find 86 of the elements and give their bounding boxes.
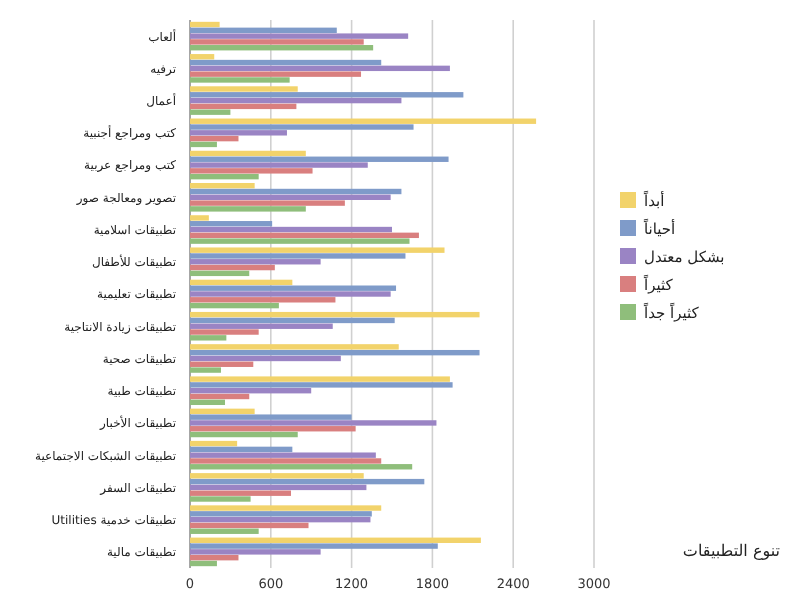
bar bbox=[190, 215, 209, 221]
bar bbox=[190, 141, 217, 148]
bar bbox=[190, 45, 374, 51]
bar bbox=[190, 59, 382, 66]
bar bbox=[190, 496, 251, 502]
bar bbox=[190, 297, 336, 303]
bar bbox=[190, 367, 221, 373]
bar bbox=[190, 446, 293, 453]
bar bbox=[190, 253, 406, 259]
bar bbox=[190, 399, 226, 406]
bar bbox=[190, 355, 341, 362]
bar bbox=[190, 554, 239, 561]
bar bbox=[190, 33, 409, 39]
bar bbox=[190, 206, 306, 212]
bar bbox=[190, 317, 395, 324]
bar bbox=[190, 103, 297, 110]
bar bbox=[190, 194, 391, 200]
bar bbox=[190, 150, 306, 157]
bar bbox=[190, 490, 291, 496]
bar bbox=[190, 549, 321, 555]
bar bbox=[190, 21, 220, 28]
bar bbox=[190, 408, 255, 415]
bar bbox=[190, 182, 255, 189]
bar bbox=[190, 77, 290, 83]
bar bbox=[190, 92, 464, 98]
bar bbox=[190, 473, 364, 479]
bar bbox=[190, 414, 352, 420]
bar bbox=[190, 285, 397, 291]
bar bbox=[190, 311, 480, 318]
bar bbox=[190, 168, 313, 174]
bar bbox=[190, 511, 372, 517]
bar bbox=[190, 376, 450, 382]
bar bbox=[190, 279, 293, 286]
bar bbox=[190, 382, 453, 388]
bar bbox=[190, 344, 399, 350]
bar bbox=[190, 226, 392, 233]
bar bbox=[190, 431, 298, 438]
bar bbox=[190, 270, 250, 277]
bar bbox=[190, 420, 437, 426]
bar bbox=[190, 247, 445, 253]
bar bbox=[190, 232, 419, 239]
bar bbox=[190, 259, 321, 265]
bar bbox=[190, 426, 356, 432]
bar bbox=[190, 39, 364, 45]
bar bbox=[190, 162, 368, 168]
bar bbox=[190, 458, 382, 464]
bar bbox=[190, 130, 287, 136]
bar bbox=[190, 484, 367, 491]
bar bbox=[190, 560, 217, 567]
bar bbox=[190, 86, 298, 92]
bar bbox=[190, 329, 259, 335]
bar bbox=[190, 27, 337, 34]
bar bbox=[190, 291, 391, 297]
bar bbox=[190, 97, 402, 104]
bar bbox=[190, 505, 382, 511]
bar bbox=[190, 528, 259, 534]
bar bbox=[190, 124, 414, 130]
bar bbox=[190, 135, 239, 142]
bar bbox=[190, 522, 309, 529]
bar bbox=[190, 464, 413, 470]
bar bbox=[190, 335, 227, 341]
bar bbox=[190, 302, 279, 309]
bar bbox=[190, 361, 254, 367]
bar bbox=[190, 65, 450, 72]
bar bbox=[190, 349, 480, 356]
bar bbox=[190, 323, 333, 329]
bar bbox=[190, 156, 449, 162]
text: تنوع التطبيقات bbox=[682, 542, 780, 560]
bar bbox=[190, 452, 376, 458]
bar bbox=[190, 54, 215, 60]
bar bbox=[190, 440, 238, 447]
bar bbox=[190, 264, 275, 271]
bar bbox=[190, 478, 425, 485]
bar bbox=[190, 543, 438, 549]
bar bbox=[190, 200, 345, 206]
bar bbox=[190, 173, 259, 180]
bar bbox=[190, 109, 231, 115]
bar bbox=[190, 388, 312, 394]
bar bbox=[190, 221, 273, 227]
bar bbox=[190, 188, 402, 195]
bar bbox=[190, 238, 410, 244]
bar bbox=[190, 393, 250, 400]
bar bbox=[190, 71, 362, 77]
bar bbox=[190, 118, 537, 124]
bar bbox=[190, 516, 371, 523]
bar bbox=[190, 537, 481, 543]
